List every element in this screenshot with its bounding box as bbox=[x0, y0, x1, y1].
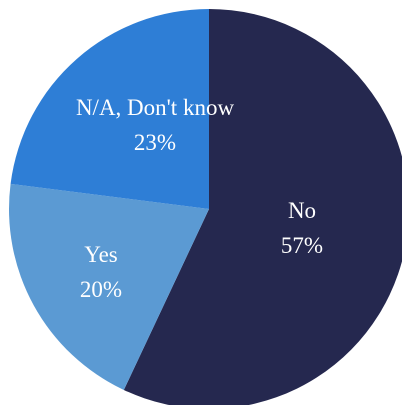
slice-value-label: 20% bbox=[80, 277, 122, 302]
slice-category-label: N/A, Don't know bbox=[76, 95, 235, 120]
slice-value-label: 57% bbox=[281, 233, 323, 258]
pie-slice-no bbox=[123, 9, 402, 405]
pie-labels: No 57% Yes 20% N/A, Don't know 23% bbox=[76, 95, 323, 302]
pie-slice-n-a-don-t-know bbox=[10, 9, 209, 209]
slice-label-n-a-don-t-know: N/A, Don't know 23% bbox=[76, 95, 235, 155]
slice-label-yes: Yes 20% bbox=[80, 242, 122, 302]
pie-slices bbox=[9, 9, 402, 405]
slice-category-label: No bbox=[288, 198, 316, 223]
pie-slice-yes bbox=[9, 183, 210, 390]
slice-label-no: No 57% bbox=[281, 198, 323, 258]
slice-category-label: Yes bbox=[84, 242, 118, 267]
slice-value-label: 23% bbox=[134, 130, 176, 155]
